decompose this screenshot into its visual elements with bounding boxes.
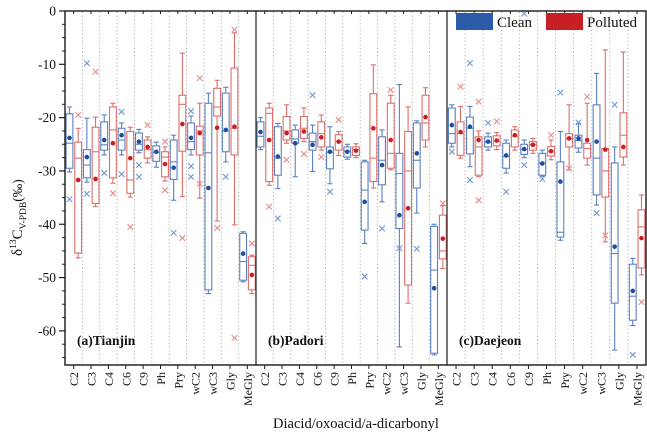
svg-text:Ph: Ph — [154, 372, 168, 385]
panel-label-daejeon: (c)Daejeon — [459, 333, 522, 348]
svg-text:MeGly: MeGly — [630, 372, 644, 406]
svg-text:C3: C3 — [85, 372, 99, 386]
svg-text:C3: C3 — [276, 372, 290, 386]
svg-text:-30: -30 — [38, 163, 56, 178]
svg-text:C6: C6 — [310, 372, 324, 386]
isotope-superscript: 13 — [9, 239, 19, 249]
svg-text:-40: -40 — [38, 217, 56, 232]
svg-text:wC2: wC2 — [380, 372, 394, 395]
vpdb-subscript: V-PDB — [19, 202, 29, 230]
y-axis-title: δ13CV-PDB(‰) — [9, 179, 29, 256]
delta-symbol: δ — [10, 249, 26, 256]
svg-text:-10: -10 — [38, 57, 56, 72]
gridlines-layer — [81, 12, 629, 364]
axes-layer: C2 C3 C4 C6 C9 Ph Pry wC2 wC3 Gly MeGly C2 C3 C4 C6 C9 P… — [38, 4, 647, 406]
svg-text:Pry: Pry — [362, 372, 376, 389]
svg-text:-50: -50 — [38, 270, 56, 285]
svg-text:C3: C3 — [468, 372, 482, 386]
element-symbol: C — [10, 229, 26, 239]
svg-text:wC3: wC3 — [594, 372, 608, 395]
svg-text:Gly: Gly — [414, 372, 428, 390]
legend-swatch-clean — [456, 13, 493, 30]
svg-text:C2: C2 — [67, 372, 81, 386]
svg-text:C9: C9 — [137, 372, 151, 386]
svg-text:MeGly: MeGly — [432, 372, 446, 406]
svg-text:-20: -20 — [38, 110, 56, 125]
permil-units: (‰) — [10, 179, 25, 202]
panel-label-padori: (b)Padori — [268, 333, 324, 348]
svg-text:wC2: wC2 — [576, 372, 590, 395]
x-axis-title: Diacid/oxoacid/a-dicarbonyl — [273, 416, 439, 432]
svg-text:C2: C2 — [258, 372, 272, 386]
svg-text:C6: C6 — [119, 372, 133, 386]
boxes-layer — [65, 10, 646, 359]
panel-label-tianjin: (a)Tianjin — [77, 333, 136, 348]
legend-label-polluted: Polluted — [587, 15, 638, 31]
svg-text:C9: C9 — [328, 372, 342, 386]
svg-text:Gly: Gly — [223, 372, 237, 390]
svg-text:wC3: wC3 — [206, 372, 220, 395]
svg-text:Ph: Ph — [345, 372, 359, 385]
svg-text:Ph: Ph — [540, 372, 554, 385]
svg-text:C4: C4 — [293, 372, 307, 386]
svg-text:C2: C2 — [450, 372, 464, 386]
svg-text:Gly: Gly — [612, 372, 626, 390]
svg-text:C9: C9 — [522, 372, 536, 386]
svg-text:Pry: Pry — [558, 372, 572, 389]
svg-text:0: 0 — [49, 4, 56, 19]
svg-text:-60: -60 — [38, 323, 56, 338]
svg-text:wC3: wC3 — [397, 372, 411, 395]
legend: Clean Polluted — [456, 13, 638, 31]
legend-label-clean: Clean — [497, 15, 532, 31]
svg-text:C4: C4 — [486, 372, 500, 386]
svg-text:C6: C6 — [504, 372, 518, 386]
legend-swatch-polluted — [546, 13, 583, 30]
svg-text:wC2: wC2 — [189, 372, 203, 395]
svg-text:MeGly: MeGly — [241, 372, 255, 406]
svg-text:C4: C4 — [102, 372, 116, 386]
svg-text:Pry: Pry — [171, 372, 185, 389]
